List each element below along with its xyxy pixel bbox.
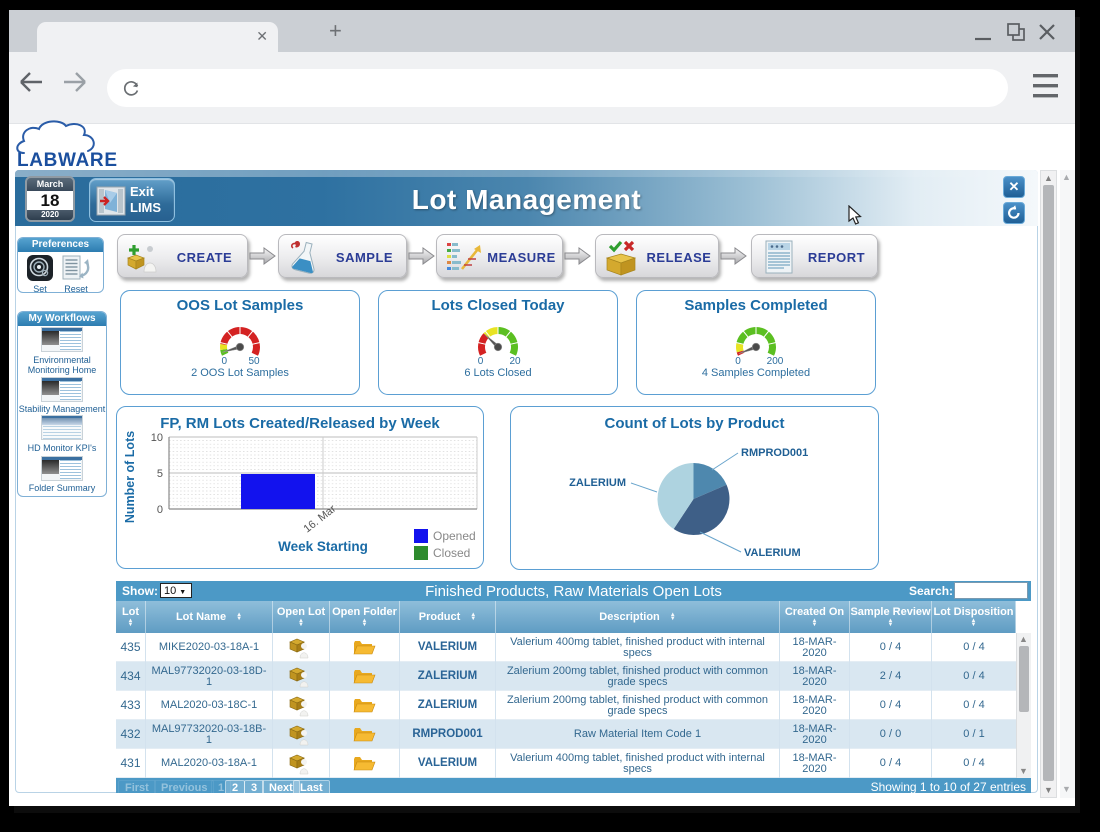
- svg-text:Number of Lots: Number of Lots: [123, 431, 137, 523]
- svg-text:LABWARE: LABWARE: [17, 150, 117, 169]
- svg-text:20: 20: [509, 356, 521, 367]
- svg-text:200: 200: [767, 356, 784, 367]
- svg-text:5: 5: [157, 468, 163, 480]
- svg-text:Opened: Opened: [433, 529, 476, 543]
- svg-text:0: 0: [157, 504, 163, 516]
- svg-text:VALERIUM: VALERIUM: [744, 547, 801, 559]
- svg-text:0: 0: [222, 356, 228, 367]
- svg-text:0: 0: [735, 356, 741, 367]
- svg-text:50: 50: [248, 356, 260, 367]
- svg-text:0: 0: [478, 356, 484, 367]
- svg-text:Closed: Closed: [433, 546, 470, 560]
- svg-text:10: 10: [151, 432, 163, 444]
- svg-text:Week Starting: Week Starting: [278, 539, 368, 554]
- svg-text:RMPROD001: RMPROD001: [741, 447, 808, 459]
- svg-text:ZALERIUM: ZALERIUM: [569, 477, 626, 489]
